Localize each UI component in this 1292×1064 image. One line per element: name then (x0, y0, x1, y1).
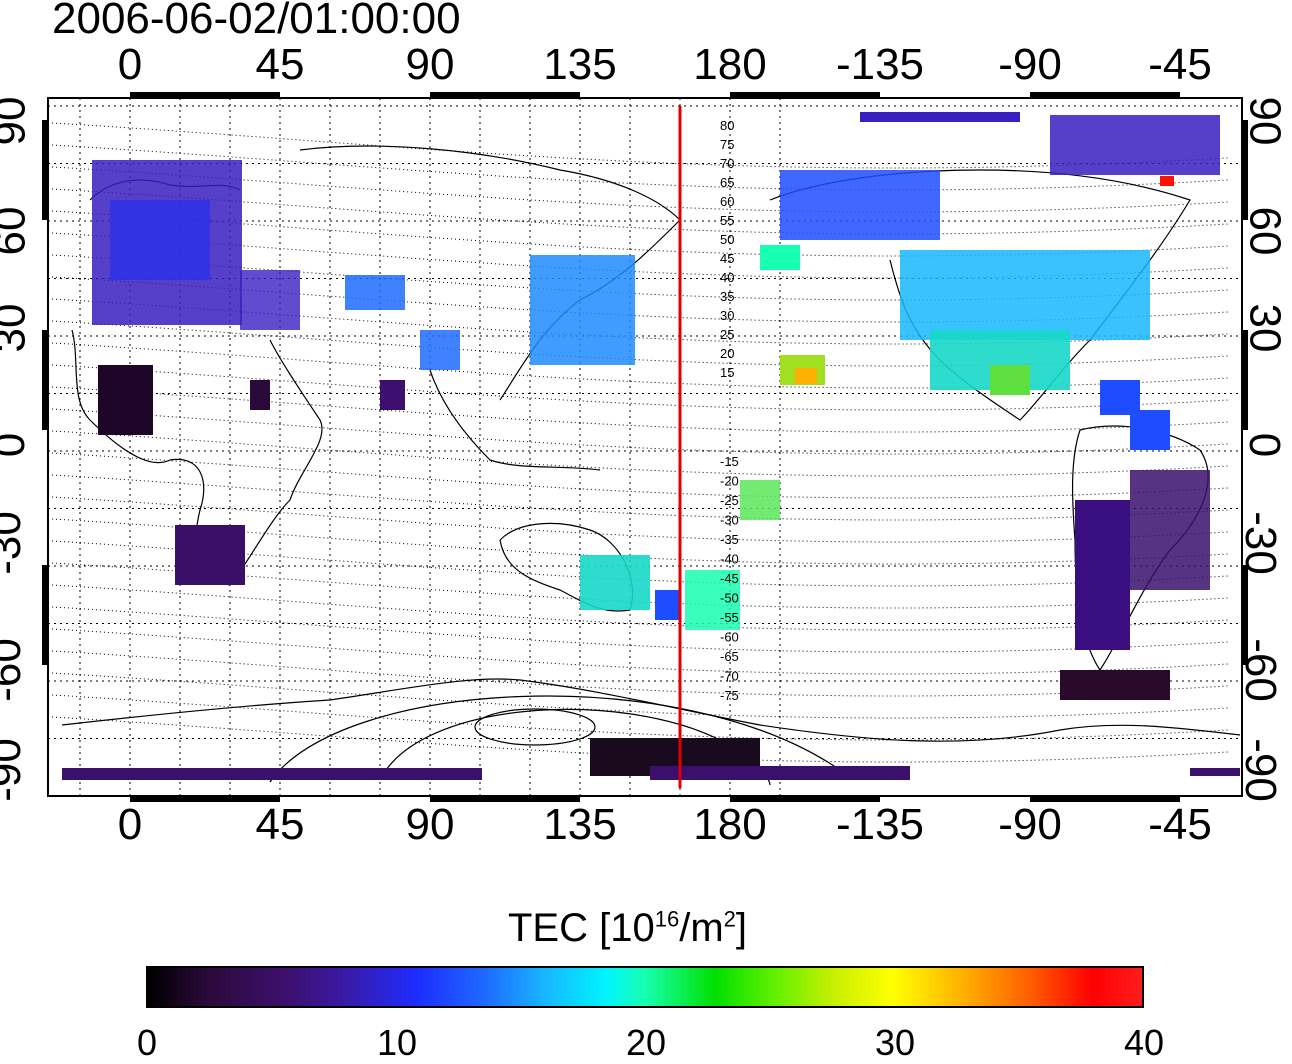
contour-label: -70 (720, 669, 739, 684)
lon-tick: 180 (693, 800, 767, 849)
contour-label: -65 (720, 649, 739, 664)
contour-label: 50 (720, 232, 734, 247)
colorbar-tick: 40 (1123, 1022, 1165, 1063)
contour-label: -60 (720, 630, 739, 645)
contour-label: 65 (720, 175, 734, 190)
contour-labels-north: 80 75 70 65 60 55 50 45 40 35 30 25 20 15 (720, 118, 734, 380)
contour-label: 35 (720, 289, 734, 304)
tec-data-patches (62, 112, 1240, 780)
lon-tick: 135 (543, 800, 617, 849)
lon-tick: 0 (117, 800, 143, 849)
contour-labels-south: -15 -20 -25 -30 -35 -40 -45 -50 -55 -60 -65 -70 -75 (720, 454, 739, 703)
lon-tick: -135 (835, 40, 925, 89)
contour-label: 55 (720, 213, 734, 228)
axis-scale-bars (42, 92, 1248, 802)
colorbar-label: TEC [1016/m2] (508, 906, 748, 950)
lon-tick: 90 (405, 40, 455, 89)
contour-label: 25 (720, 327, 734, 342)
lon-tick: 0 (117, 40, 143, 89)
contour-label: -75 (720, 688, 739, 703)
lon-tick: -45 (1148, 800, 1212, 849)
contour-label: 70 (720, 156, 734, 171)
colorbar-tick: 20 (625, 1022, 667, 1063)
colorbar-tick: 0 (136, 1022, 158, 1063)
contour-label: 15 (720, 365, 734, 380)
colorbar (146, 966, 1144, 1008)
contour-label: 40 (720, 270, 734, 285)
lon-tick: 45 (255, 40, 305, 89)
contour-label: -40 (720, 552, 739, 567)
lon-tick: 135 (543, 40, 617, 89)
lon-tick: 90 (405, 800, 455, 849)
contour-label: 20 (720, 346, 734, 361)
contour-label: -25 (720, 493, 739, 508)
map-title: 2006-06-02/01:00:00 (52, 0, 461, 43)
contour-label: 30 (720, 308, 734, 323)
contour-label: -45 (720, 571, 739, 586)
contour-label: -15 (720, 454, 739, 469)
lon-tick: -135 (835, 800, 925, 849)
contour-label: -20 (720, 474, 739, 489)
contour-label: 45 (720, 251, 734, 266)
contour-label: -35 (720, 532, 739, 547)
contour-label: -50 (720, 591, 739, 606)
colorbar-tick: 30 (874, 1022, 916, 1063)
colorbar-tick: 10 (376, 1022, 418, 1063)
lon-tick: -90 (998, 40, 1062, 89)
map-frame (47, 97, 1243, 797)
lon-tick: 45 (255, 800, 305, 849)
contour-label: -30 (720, 513, 739, 528)
contour-label: -55 (720, 610, 739, 625)
lon-tick: -90 (998, 800, 1062, 849)
lon-tick: -45 (1148, 40, 1212, 89)
contour-label: 75 (720, 137, 734, 152)
lon-tick: 180 (693, 40, 767, 89)
contour-label: 80 (720, 118, 734, 133)
contour-label: 60 (720, 194, 734, 209)
